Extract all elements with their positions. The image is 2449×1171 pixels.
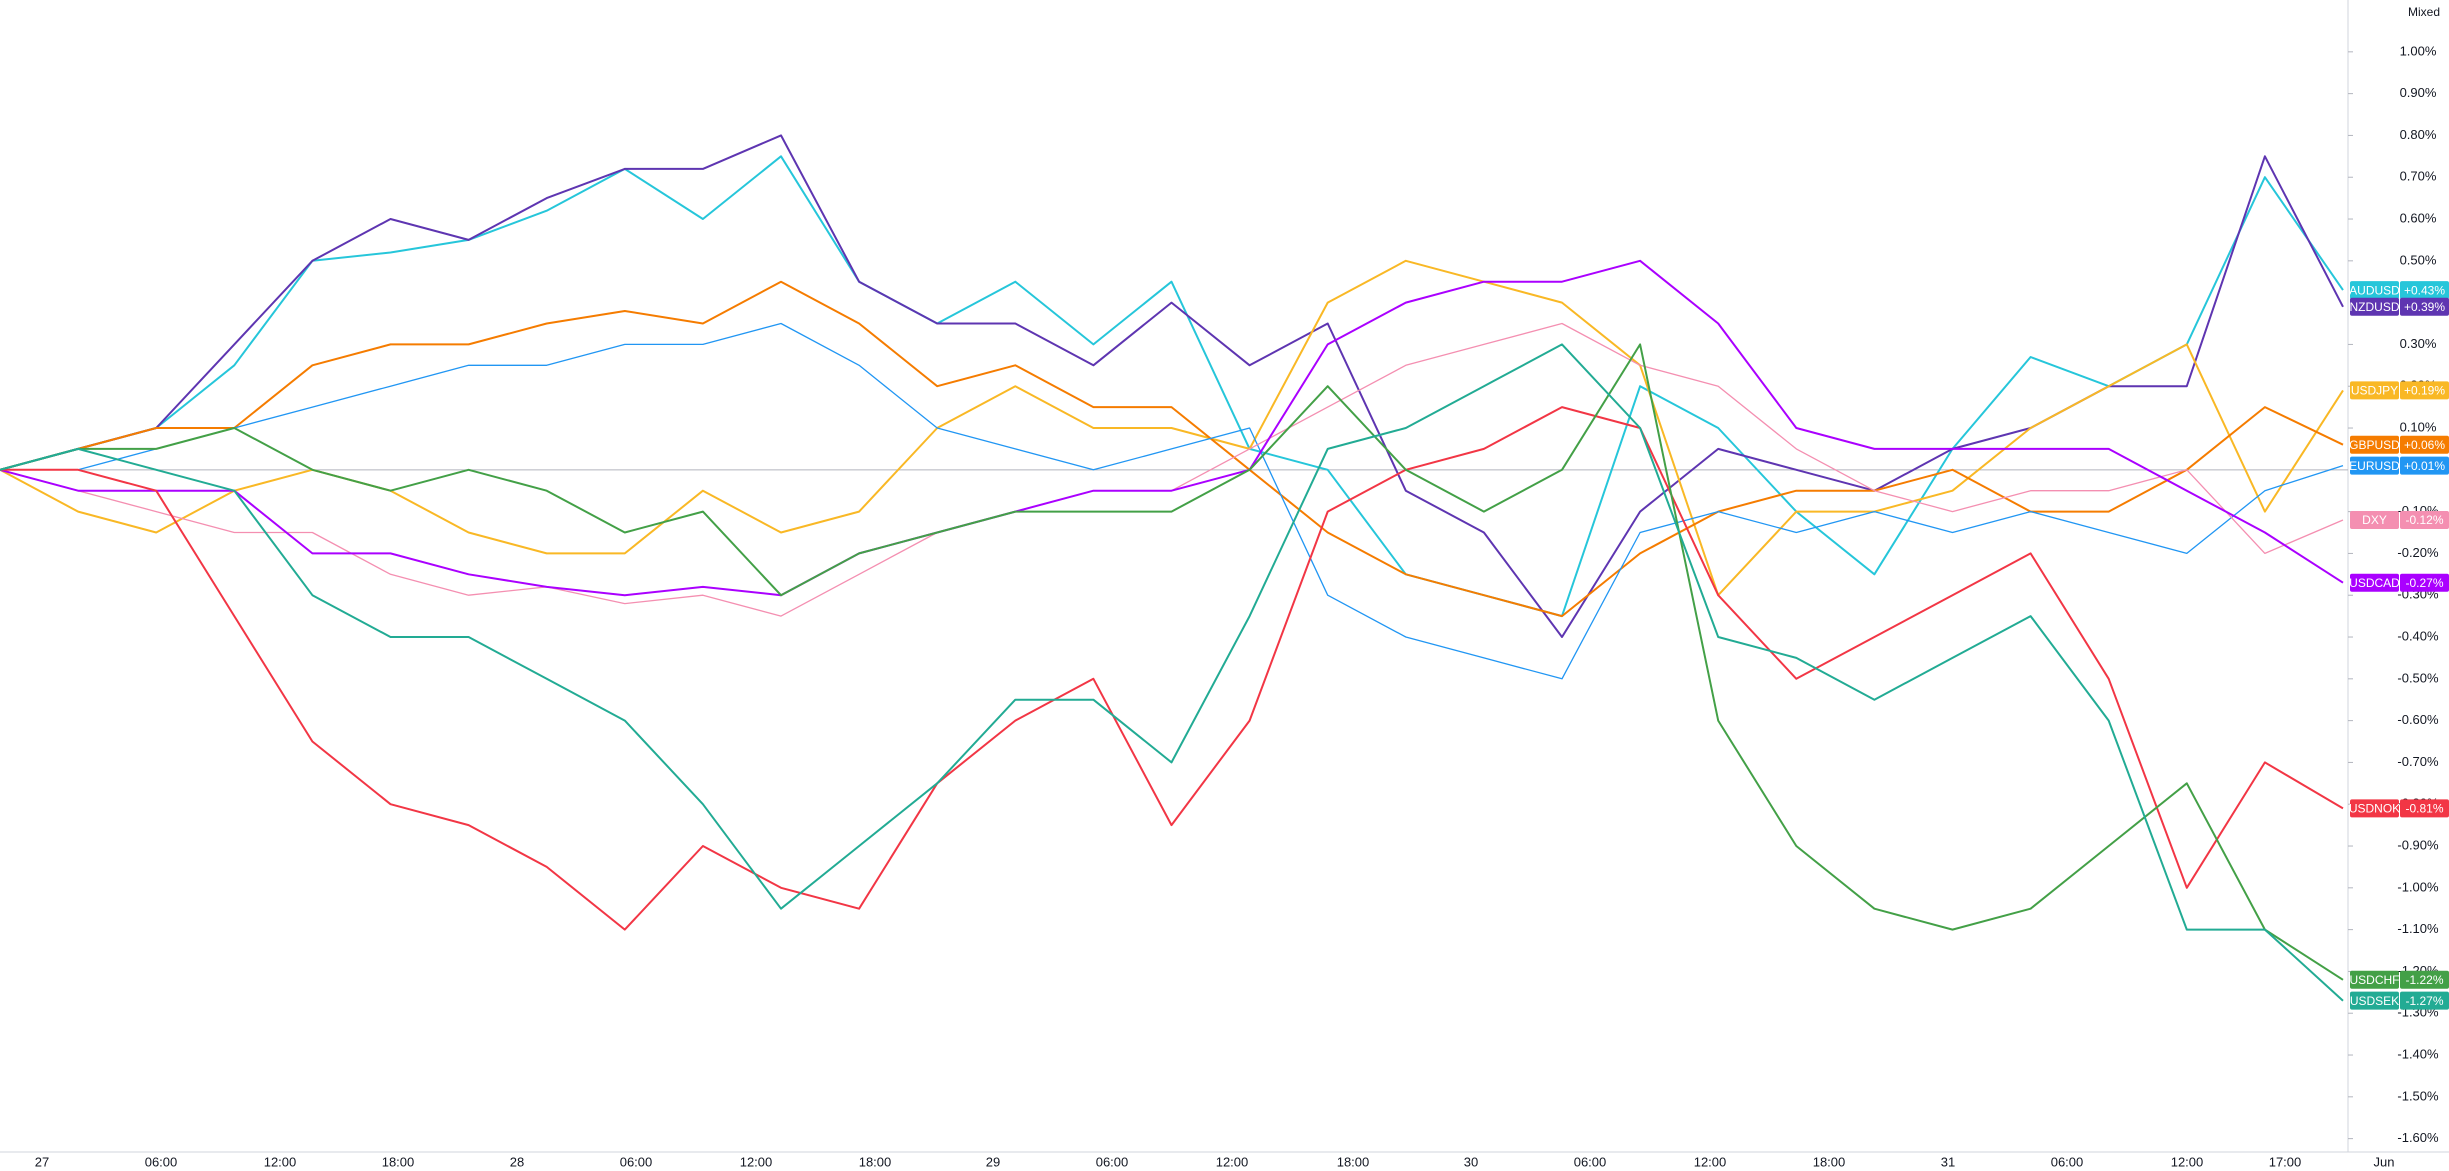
x-tick-label: 12:00: [1216, 1154, 1249, 1169]
x-tick-label: 06:00: [1096, 1154, 1129, 1169]
x-tick-label: 12:00: [1694, 1154, 1727, 1169]
series-name-label: USDCAD: [2349, 576, 2400, 590]
series-name-label: USDCHF: [2350, 973, 2400, 987]
series-value-label: -0.81%: [2405, 802, 2443, 816]
series-value-label: -1.22%: [2405, 973, 2443, 987]
series-value-label: -0.27%: [2405, 576, 2443, 590]
series-name-label: USDNOK: [2349, 802, 2400, 816]
x-tick-label: 06:00: [1574, 1154, 1607, 1169]
series-name-label: EURUSD: [2349, 459, 2400, 473]
series-value-label: +0.01%: [2404, 459, 2445, 473]
series-value-label: +0.39%: [2404, 300, 2445, 314]
x-tick-label: 06:00: [2051, 1154, 2084, 1169]
series-name-label: USDJPY: [2351, 384, 2398, 398]
y-tick-label: -0.50%: [2397, 670, 2439, 685]
series-name-box: [2350, 381, 2399, 400]
x-tick-label: 31: [1941, 1154, 1955, 1169]
y-tick-label: -0.90%: [2397, 837, 2439, 852]
plot-lines: [0, 134, 2344, 1002]
series-value-label: +0.43%: [2404, 283, 2445, 297]
series-name-box: [2350, 510, 2399, 529]
y-tick-label: -0.40%: [2397, 628, 2439, 643]
series-name-label: GBPUSD: [2349, 438, 2400, 452]
y-tick-label: -0.60%: [2397, 712, 2439, 727]
series-name-box: [2350, 573, 2399, 592]
series-line: [0, 406, 2344, 931]
y-tick-label: -1.10%: [2397, 921, 2439, 936]
y-tick-label: -0.20%: [2397, 545, 2439, 560]
series-name-box: [2350, 456, 2399, 475]
series-line: [0, 259, 2344, 597]
y-tick-label: 0.80%: [2400, 127, 2437, 142]
series-value-box: [2400, 799, 2449, 818]
y-tick-label: -1.40%: [2397, 1046, 2439, 1061]
x-tick-label: 18:00: [859, 1154, 892, 1169]
series-value-box: [2400, 281, 2449, 300]
x-tick-label: 27: [35, 1154, 49, 1169]
y-tick-label: 0.10%: [2400, 419, 2437, 434]
x-tick-label: 18:00: [1813, 1154, 1846, 1169]
series-value-label: -0.12%: [2405, 513, 2443, 527]
series-line: [0, 280, 2344, 618]
y-tick-label: 1.00%: [2400, 43, 2437, 58]
series-value-label: +0.19%: [2404, 384, 2445, 398]
scale-mode[interactable]: Mixed: [2408, 5, 2440, 19]
series-name-box: [2350, 435, 2399, 454]
series-line: [0, 343, 2344, 1002]
series-name-label: DXY: [2362, 513, 2387, 527]
series-value-box: [2400, 510, 2449, 529]
x-tick-label: 18:00: [1337, 1154, 1370, 1169]
series-value-box: [2400, 573, 2449, 592]
series-line: [0, 322, 2344, 680]
series-value-box: [2400, 435, 2449, 454]
series-value-box: [2400, 991, 2449, 1010]
y-tick-label: 0.70%: [2400, 169, 2437, 184]
y-tick-label: 0.50%: [2400, 252, 2437, 267]
series-value-box: [2400, 456, 2449, 475]
series-name-label: USDSEK: [2350, 994, 2399, 1008]
x-tick-label: 06:00: [620, 1154, 653, 1169]
x-tick-label: 29: [986, 1154, 1000, 1169]
series-value-box: [2400, 970, 2449, 989]
y-tick-label: -1.60%: [2397, 1130, 2439, 1145]
y-tick-label: 0.90%: [2400, 85, 2437, 100]
series-name-label: NZDUSD: [2350, 300, 2400, 314]
x-tick-label: 30: [1464, 1154, 1478, 1169]
series-name-box: [2350, 281, 2399, 300]
series-value-box: [2400, 381, 2449, 400]
series-value-box: [2400, 297, 2449, 316]
y-tick-label: 0.60%: [2400, 210, 2437, 225]
series-line: [0, 343, 2344, 981]
y-tick-label: -1.00%: [2397, 879, 2439, 894]
series-name-box: [2350, 297, 2399, 316]
x-tick-label: 12:00: [2171, 1154, 2204, 1169]
y-tick-label: -1.50%: [2397, 1088, 2439, 1103]
x-tick-label: 17:00: [2269, 1154, 2302, 1169]
x-tick-label: 28: [510, 1154, 524, 1169]
y-tick-label: -0.70%: [2397, 754, 2439, 769]
x-tick-label: 18:00: [382, 1154, 415, 1169]
x-tick-label: 06:00: [145, 1154, 178, 1169]
series-name-label: AUDUSD: [2349, 283, 2400, 297]
series-name-box: [2350, 970, 2399, 989]
x-tick-label: 12:00: [264, 1154, 297, 1169]
series-value-label: +0.06%: [2404, 438, 2445, 452]
x-tick-label: Jun: [2374, 1154, 2395, 1169]
series-name-box: [2350, 991, 2399, 1010]
y-tick-label: 0.30%: [2400, 336, 2437, 351]
x-tick-label: 12:00: [740, 1154, 773, 1169]
series-name-box: [2350, 799, 2399, 818]
series-value-label: -1.27%: [2405, 994, 2443, 1008]
